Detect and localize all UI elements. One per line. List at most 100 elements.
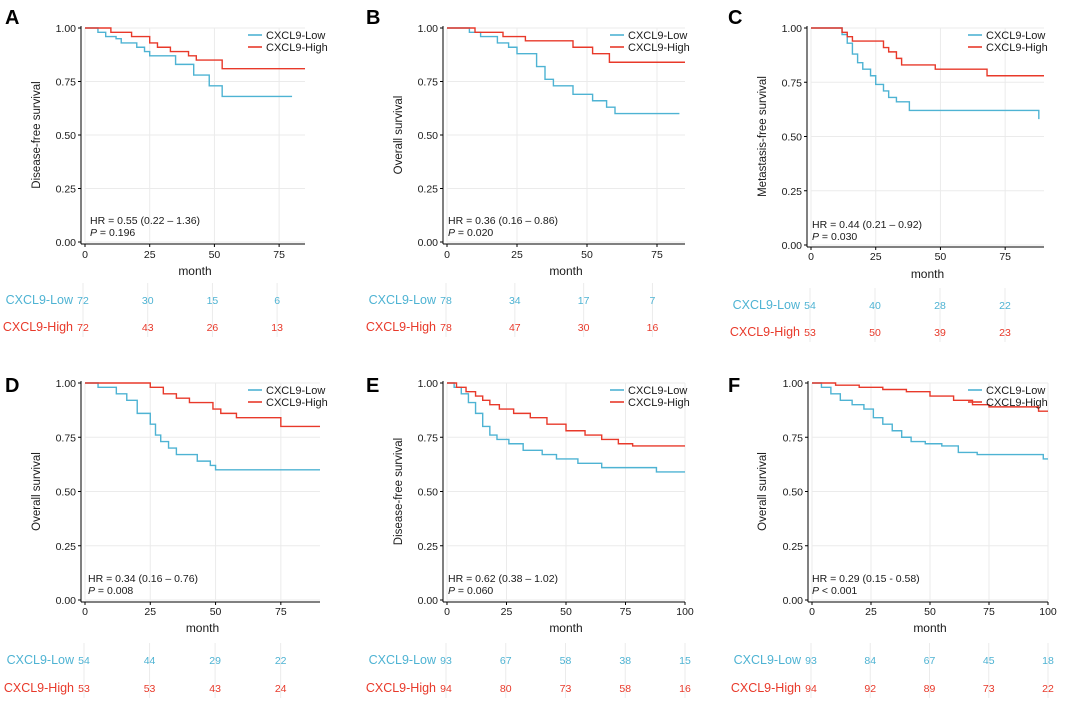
risk-count-high: 58 (619, 683, 631, 695)
legend-label-high: CXCL9-High (986, 397, 1048, 409)
risk-count-high: 30 (578, 322, 590, 334)
p-symbol: P (448, 227, 455, 239)
risk-count-low: 93 (440, 655, 452, 667)
x-tick-label: 0 (808, 251, 814, 263)
risk-count-high: 13 (271, 322, 283, 334)
x-axis-title: month (911, 267, 944, 281)
y-tick-label: 1.00 (782, 23, 803, 35)
x-tick-label: 0 (444, 249, 450, 261)
risk-table: CXCL9-Low CXCL9-High 93 94 84 92 67 89 45 73 18 22 (731, 643, 1054, 698)
risk-count-low: 54 (804, 300, 816, 312)
y-tick-label: 0.25 (782, 186, 803, 198)
risk-count-low: 54 (78, 655, 90, 667)
risk-count-low: 15 (679, 655, 691, 667)
panel-label: C (728, 7, 742, 29)
hr-annotation: HR = 0.55 (0.22 – 1.36) (90, 215, 200, 227)
risk-count-high: 94 (805, 683, 817, 695)
y-tick-label: 0.50 (418, 487, 439, 499)
risk-row-label-low: CXCL9-Low (734, 653, 802, 667)
risk-count-high: 78 (440, 322, 452, 334)
p-symbol: P (448, 585, 455, 597)
y-tick-label: 0.75 (783, 432, 804, 444)
risk-count-low: 93 (805, 655, 817, 667)
x-tick-label: 75 (275, 606, 287, 618)
risk-count-low: 7 (650, 295, 656, 307)
legend-label-low: CXCL9-Low (628, 30, 687, 42)
risk-count-low: 44 (144, 655, 156, 667)
p-value-annotation: P = 0.008 (88, 585, 133, 597)
x-axis-title: month (913, 621, 946, 635)
series-low (447, 27, 680, 115)
risk-table: CXCL9-Low CXCL9-High 72 72 30 43 15 26 6 13 (3, 283, 283, 337)
risk-count-low: 38 (619, 655, 631, 667)
risk-row-label-high: CXCL9-High (3, 320, 73, 334)
y-tick-label: 0.75 (56, 77, 77, 89)
legend-label-low: CXCL9-Low (628, 385, 687, 397)
panel-d: D 0.00 0.25 0.50 0.75 1.00 0 25 50 75 month Overall… (4, 375, 328, 698)
panel-f: F 0.00 0.25 0.50 0.75 1.00 0 25 50 75 100 month Over… (728, 375, 1057, 698)
x-axis-title: month (186, 621, 219, 635)
y-tick-label: 1.00 (783, 378, 804, 390)
risk-count-high: 94 (440, 683, 452, 695)
x-tick-label: 25 (501, 606, 513, 618)
legend-label-high: CXCL9-High (986, 42, 1048, 54)
x-tick-label: 50 (210, 606, 222, 618)
p-value: = 0.196 (97, 227, 135, 239)
legend-label-high: CXCL9-High (266, 397, 328, 409)
y-tick-label: 0.50 (782, 132, 803, 144)
x-tick-label: 0 (444, 606, 450, 618)
risk-count-low: 18 (1042, 655, 1054, 667)
y-tick-label: 1.00 (418, 378, 439, 390)
risk-row-label-high: CXCL9-High (731, 681, 801, 695)
risk-count-low: 72 (77, 295, 89, 307)
risk-count-high: 89 (924, 683, 936, 695)
series-low (447, 382, 685, 473)
risk-count-high: 23 (999, 327, 1011, 339)
risk-table: CXCL9-Low CXCL9-High 54 53 40 50 28 39 22 23 (730, 288, 1011, 342)
risk-count-low: 29 (209, 655, 221, 667)
y-tick-label: 0.50 (418, 130, 439, 142)
risk-count-low: 67 (924, 655, 936, 667)
series-high (447, 27, 685, 63)
risk-row-label-low: CXCL9-Low (369, 653, 437, 667)
y-tick-label: 0.50 (783, 487, 804, 499)
y-tick-label: 0.50 (56, 487, 77, 499)
series-high (812, 382, 1048, 412)
risk-count-high: 50 (869, 327, 881, 339)
risk-table: CXCL9-Low CXCL9-High 54 53 44 53 29 43 22 24 (4, 643, 287, 698)
risk-count-high: 53 (804, 327, 816, 339)
x-tick-label: 25 (865, 606, 877, 618)
legend-label-high: CXCL9-High (628, 397, 690, 409)
legend-label-low: CXCL9-Low (986, 30, 1045, 42)
series-high (85, 27, 305, 70)
risk-count-high: 72 (77, 322, 89, 334)
risk-row-label-high: CXCL9-High (366, 320, 436, 334)
risk-count-high: 26 (207, 322, 219, 334)
panel-label: D (5, 375, 19, 397)
hr-annotation: HR = 0.44 (0.21 – 0.92) (812, 219, 922, 231)
x-axis-title: month (178, 264, 211, 278)
panel-label: E (366, 375, 379, 397)
x-tick-label: 0 (82, 606, 88, 618)
risk-row-label-low: CXCL9-Low (6, 293, 74, 307)
risk-row-label-high: CXCL9-High (730, 325, 800, 339)
hr-annotation: HR = 0.62 (0.38 – 1.02) (448, 573, 558, 585)
y-tick-label: 0.25 (418, 541, 439, 553)
panel-b: B 0.00 0.25 0.50 0.75 1.00 0 25 50 75 month Overall… (366, 7, 690, 337)
risk-count-low: 45 (983, 655, 995, 667)
y-tick-label: 1.00 (56, 378, 77, 390)
risk-table: CXCL9-Low CXCL9-High 93 94 67 80 58 73 38 58 15 16 (366, 643, 691, 698)
y-axis-title: Overall survival (393, 96, 405, 175)
y-tick-label: 0.25 (56, 184, 77, 196)
x-axis-title: month (549, 264, 582, 278)
risk-count-low: 17 (578, 295, 590, 307)
x-tick-label: 100 (676, 606, 694, 618)
series-low (812, 382, 1048, 460)
p-value-annotation: P < 0.001 (812, 585, 857, 597)
hr-annotation: HR = 0.34 (0.16 – 0.76) (88, 573, 198, 585)
grid (84, 382, 320, 601)
legend-label-low: CXCL9-Low (266, 30, 325, 42)
